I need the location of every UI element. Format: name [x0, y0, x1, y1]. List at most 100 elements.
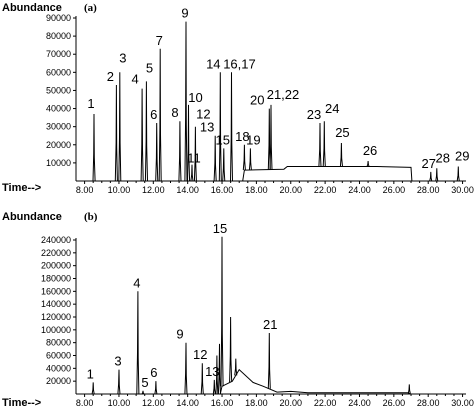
peak-label: 11 — [187, 151, 201, 166]
peak-label: 6 — [150, 107, 157, 122]
peak-label: 4 — [132, 72, 139, 87]
peak-label: 3 — [119, 50, 126, 65]
peak-label: 13 — [200, 120, 214, 135]
panel-a-y-axis-label: Abundance — [2, 2, 62, 14]
x-tick-label: 26.00 — [383, 398, 406, 408]
panel-b-x-axis-label: Time--> — [2, 397, 41, 409]
x-tick-label: 8.00 — [76, 185, 94, 195]
panel-a-axes: 10000 20000 30000 40000 50000 60000 70000 80000… — [46, 13, 474, 195]
x-tick-label: 12.00 — [142, 398, 165, 408]
x-tick-label: 14.00 — [176, 398, 199, 408]
panel-b-axes: 2000040000600008000010000012000014000016… — [41, 235, 474, 408]
peak-label: 9 — [176, 327, 183, 342]
peak — [200, 363, 204, 395]
peak — [435, 168, 439, 182]
y-tick-label: 120000 — [41, 312, 71, 322]
peak — [178, 121, 182, 182]
peak — [91, 382, 95, 395]
peak — [215, 355, 219, 395]
peak-label: 5 — [146, 60, 153, 75]
peak — [92, 113, 96, 182]
peak — [144, 81, 148, 182]
peak-label: 18 — [235, 129, 249, 144]
peak — [267, 108, 271, 170]
x-tick-label: 30.00 — [451, 398, 474, 408]
x-tick-label: 20.00 — [279, 185, 302, 195]
y-tick-label: 40000 — [46, 104, 71, 114]
panel-b: Abundance (b) Time--> 20000 40000 60000 800… — [2, 211, 474, 409]
x-tick-label: 12.00 — [142, 185, 165, 195]
peak-label: 29 — [455, 149, 469, 164]
peak — [407, 384, 411, 394]
peak — [136, 291, 140, 395]
peak-label: 16,17 — [223, 56, 256, 71]
peak-label: 12 — [193, 347, 207, 362]
y-tick-label: 160000 — [41, 286, 71, 296]
peak-label: 1 — [87, 96, 94, 111]
y-tick-label: 50000 — [46, 85, 71, 95]
peak-label: 3 — [114, 354, 121, 369]
peak — [429, 171, 433, 182]
y-tick-label: 70000 — [46, 49, 71, 59]
peak — [184, 342, 188, 395]
x-tick-label: 26.00 — [383, 185, 406, 195]
y-tick-label: 60000 — [46, 67, 71, 77]
peak — [141, 390, 145, 395]
y-tick-label: 30000 — [46, 122, 71, 132]
baseline-trace — [76, 368, 466, 395]
peak-label: 21,22 — [267, 87, 300, 102]
peak — [267, 332, 271, 389]
y-tick-label: 100000 — [41, 325, 71, 335]
peak — [220, 236, 224, 387]
peak-label: 12 — [196, 107, 210, 122]
peak-label: 26 — [363, 143, 377, 158]
peak-label: 27 — [422, 156, 436, 171]
peak — [158, 48, 162, 182]
y-tick-label: 20000 — [46, 376, 71, 386]
y-tick-label: 60000 — [46, 351, 71, 361]
x-tick-label: 16.00 — [211, 398, 234, 408]
peak-label: 15 — [213, 221, 227, 236]
peak — [248, 148, 252, 171]
panel-a: Abundance (a) Time--> 10000 20000 30000 400… — [2, 2, 474, 195]
peak-label: 20 — [250, 93, 264, 108]
peak — [117, 369, 121, 395]
peak — [118, 72, 122, 182]
peak-label: 8 — [171, 105, 178, 120]
peak — [154, 381, 158, 395]
baseline-trace — [76, 166, 466, 182]
y-tick-label: 220000 — [41, 248, 71, 258]
peak — [213, 135, 217, 182]
peak — [456, 166, 460, 182]
x-tick-label: 10.00 — [108, 185, 131, 195]
peak-label: 28 — [436, 150, 450, 165]
y-tick-label: 80000 — [46, 338, 71, 348]
peak-label: 6 — [150, 365, 157, 380]
x-tick-label: 20.00 — [279, 398, 302, 408]
peak-label: 7 — [156, 33, 163, 48]
peak-label: 1 — [87, 366, 94, 381]
y-tick-label: 240000 — [41, 235, 71, 245]
panel-b-trace — [76, 236, 466, 395]
y-tick-label: 20000 — [46, 140, 71, 150]
peak-label: 10 — [188, 90, 202, 105]
x-tick-label: 28.00 — [417, 185, 440, 195]
peak — [217, 343, 221, 395]
peak-label: 25 — [335, 125, 349, 140]
y-tick-label: 140000 — [41, 299, 71, 309]
panel-b-label: (b) — [84, 211, 98, 223]
x-tick-label: 10.00 — [108, 398, 131, 408]
peak-label: 5 — [141, 375, 148, 390]
y-tick-label: 40000 — [46, 363, 71, 373]
peak — [269, 104, 273, 170]
peak-label: 13 — [205, 364, 219, 379]
x-tick-label: 18.00 — [245, 398, 268, 408]
peak-label: 4 — [133, 275, 140, 290]
panel-b-y-axis-label: Abundance — [2, 211, 62, 223]
x-tick-label: 16.00 — [211, 185, 234, 195]
peak-label: 9 — [181, 6, 188, 21]
peak-label: 21 — [263, 317, 277, 332]
y-tick-label: 80000 — [46, 31, 71, 41]
y-tick-label: 180000 — [41, 274, 71, 284]
y-tick-label: 200000 — [41, 261, 71, 271]
